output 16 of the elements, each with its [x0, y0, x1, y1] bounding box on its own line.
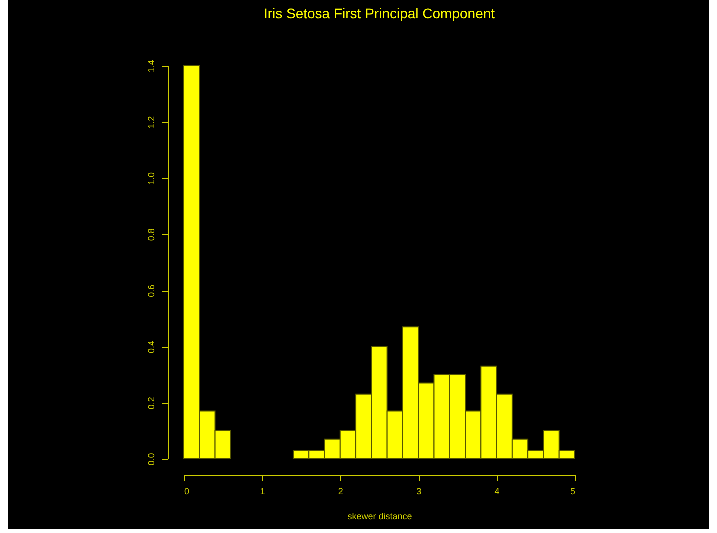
- x-tick-label: 0: [184, 486, 190, 496]
- y-tick-label: 0.6: [146, 284, 156, 298]
- x-tick-label: 4: [494, 486, 500, 496]
- y-tick-label: 0.4: [146, 340, 156, 354]
- y-tick-label: 1.4: [146, 60, 156, 73]
- y-tick-label: 1.2: [146, 116, 156, 129]
- x-tick-label: 2: [338, 486, 344, 496]
- x-axis-title: skewer distance: [348, 512, 412, 522]
- chart-title: Iris Setosa First Principal Component: [264, 6, 496, 22]
- x-tick-label: 5: [570, 486, 576, 496]
- y-tick-label: 1.0: [146, 172, 156, 186]
- y-tick-label: 0.0: [146, 453, 156, 466]
- y-tick-label: 0.2: [146, 397, 156, 410]
- x-tick-label: 3: [416, 486, 422, 496]
- y-tick-label: 0.8: [146, 228, 156, 242]
- x-tick-label: 1: [260, 486, 266, 496]
